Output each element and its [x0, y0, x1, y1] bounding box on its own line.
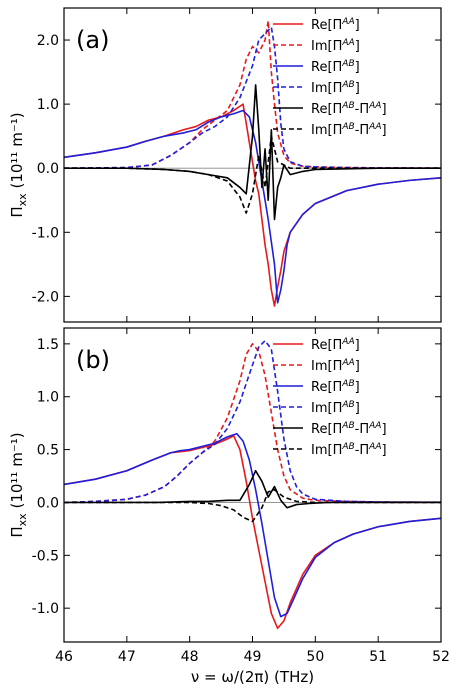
legend-entry: Im[ΠAA] — [311, 358, 360, 374]
x-tick-label: 51 — [369, 649, 387, 665]
y-tick-label: -2.0 — [32, 289, 59, 305]
legend-entry: Im[ΠAB-ΠAA] — [311, 442, 387, 458]
x-tick-label: 47 — [118, 649, 136, 665]
x-tick-label: 52 — [432, 649, 450, 665]
series-line-4 — [64, 26, 441, 169]
legend-entry: Im[ΠAB-ΠAA] — [311, 122, 387, 138]
legend-entry: Re[ΠAA] — [311, 337, 360, 353]
y-tick-label: -1.0 — [32, 601, 59, 617]
legend: Re[ΠAA] Im[ΠAA] Re[ΠAB] Im[ΠAB] Re[ΠAB-ΠAA] I… — [273, 17, 387, 138]
x-tick-label: 50 — [306, 649, 324, 665]
legend-entry: Im[ΠAA] — [311, 38, 360, 54]
y-tick-label: 0.5 — [37, 443, 59, 459]
series-line-3 — [64, 432, 441, 618]
panel-label: (a) — [76, 26, 109, 54]
series-line-6 — [64, 488, 441, 523]
y-tick-label: 1.5 — [37, 337, 59, 353]
y-tick-label: -0.5 — [32, 548, 59, 564]
legend-entry: Re[ΠAA] — [311, 17, 360, 33]
y-tick-label: -1.0 — [32, 225, 59, 241]
legend-entry: Im[ΠAB] — [311, 80, 360, 96]
chart-panel-2: 46 47 48 49 50 51 52 -1.0 -0.5 0.0 0.5 1.0 1.5 Πxx (1… — [8, 327, 450, 686]
series-line-4 — [64, 339, 441, 504]
plot-frame — [63, 327, 442, 643]
legend-entry: Re[ΠAB-ΠAA] — [311, 101, 387, 117]
y-tick-label: 0.0 — [37, 495, 59, 511]
legend-entry: Re[ΠAB] — [311, 379, 360, 395]
x-tick-label: 46 — [55, 649, 73, 665]
x-axis-label: ν = ω/(2π) (THz) — [191, 668, 314, 686]
y-axis-label: Πxx (10¹¹ m⁻¹) — [8, 112, 29, 217]
legend: Re[ΠAA] Im[ΠAA] Re[ΠAB] Im[ΠAB] Re[ΠAB-ΠAA] I… — [273, 337, 387, 458]
y-tick-label: 1.0 — [37, 390, 59, 406]
legend-entry: Im[ΠAB] — [311, 400, 360, 416]
series-line-5 — [64, 469, 441, 509]
series-line-2 — [64, 20, 441, 169]
y-axis-label: Πxx (10¹¹ m⁻¹) — [8, 432, 29, 537]
chart-panel-1: -2.0 -1.0 0.0 1.0 2.0 Πxx (10¹¹ m⁻¹) (a) Re[ΠAA… — [8, 7, 442, 323]
legend-entry: Re[ΠAB-ΠAA] — [311, 421, 387, 437]
panel-label: (b) — [76, 346, 110, 374]
y-tick-label: 0.0 — [37, 161, 59, 177]
x-tick-label: 49 — [244, 649, 262, 665]
y-tick-label: 1.0 — [37, 97, 59, 113]
x-tick-label: 48 — [181, 649, 199, 665]
series-line-1 — [64, 435, 441, 630]
y-tick-label: 2.0 — [37, 33, 59, 49]
legend-entry: Re[ΠAB] — [311, 59, 360, 75]
